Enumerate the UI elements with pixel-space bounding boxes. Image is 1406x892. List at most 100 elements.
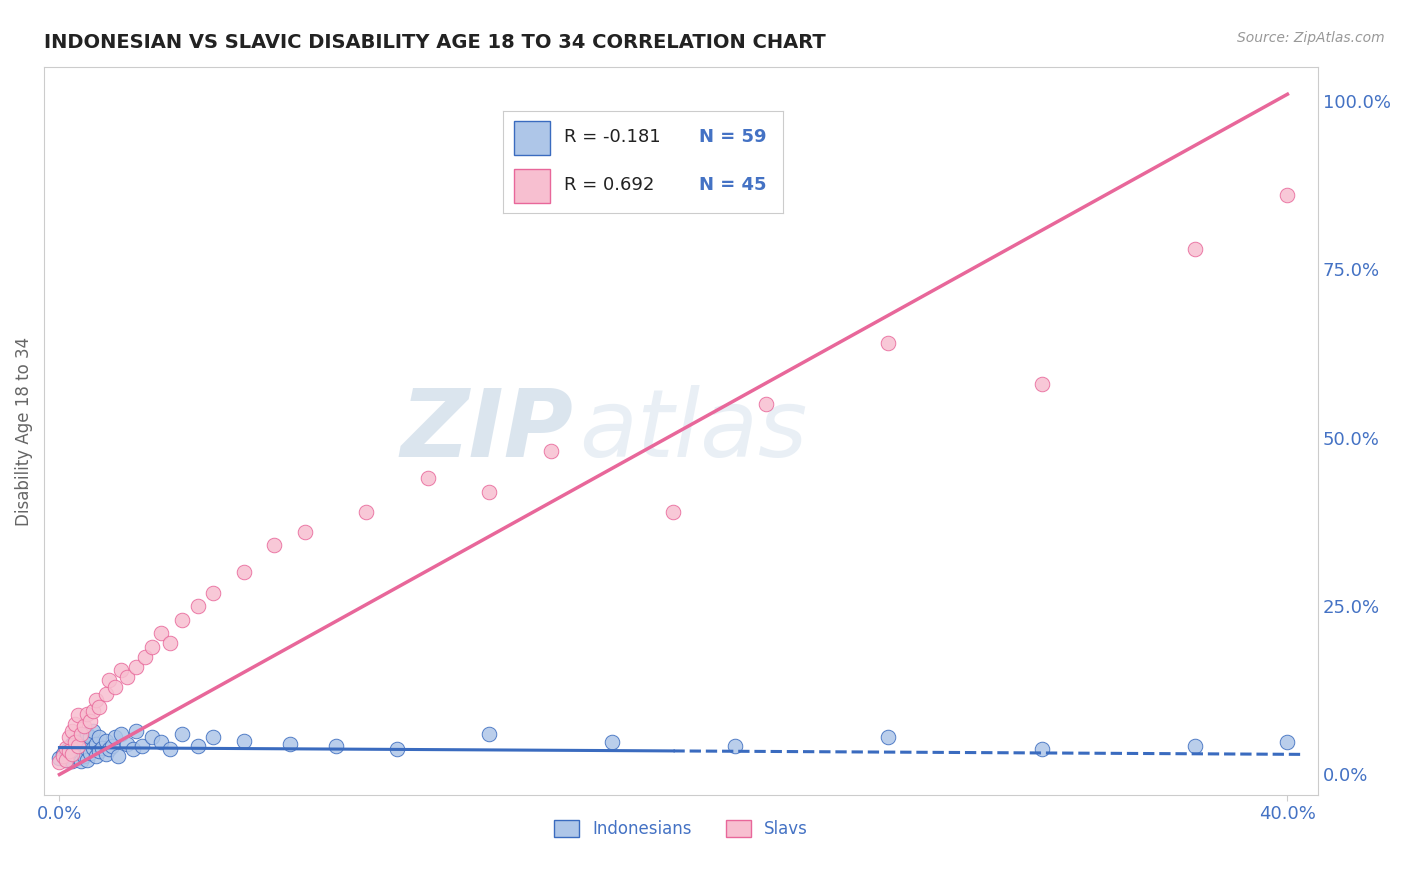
Point — [1031, 376, 1053, 391]
Point — [125, 723, 148, 738]
Point — [63, 746, 86, 760]
Point — [60, 754, 83, 768]
Point — [122, 742, 145, 756]
Point — [107, 748, 129, 763]
Point — [187, 739, 209, 754]
Point — [58, 744, 80, 758]
Point — [172, 613, 194, 627]
Text: INDONESIAN VS SLAVIC DISABILITY AGE 18 TO 34 CORRELATION CHART: INDONESIAN VS SLAVIC DISABILITY AGE 18 T… — [44, 33, 825, 52]
Point — [115, 737, 138, 751]
Point — [478, 484, 501, 499]
Point — [55, 740, 77, 755]
Point — [66, 750, 89, 764]
Point — [70, 731, 93, 745]
Point — [60, 737, 83, 751]
Point — [89, 744, 111, 758]
Point — [100, 739, 122, 754]
Point — [110, 663, 132, 677]
Point — [134, 649, 156, 664]
Point — [1277, 735, 1299, 749]
Point — [104, 680, 127, 694]
Point — [662, 505, 685, 519]
Point — [97, 742, 120, 756]
Point — [131, 739, 153, 754]
Point — [63, 734, 86, 748]
Point — [201, 731, 224, 745]
Point — [89, 700, 111, 714]
Point — [79, 746, 101, 760]
Point — [478, 727, 501, 741]
Point — [1184, 739, 1206, 754]
Point — [159, 636, 181, 650]
Point — [70, 727, 93, 741]
Point — [63, 742, 86, 756]
Point — [73, 748, 96, 763]
Point — [385, 742, 408, 756]
Point — [66, 739, 89, 754]
Y-axis label: Disability Age 18 to 34: Disability Age 18 to 34 — [15, 336, 32, 525]
Point — [58, 740, 80, 755]
Point — [70, 747, 93, 762]
Point — [51, 747, 73, 762]
Point — [82, 704, 104, 718]
Point — [356, 505, 378, 519]
Point — [76, 706, 98, 721]
Point — [58, 748, 80, 763]
Point — [97, 673, 120, 688]
Point — [115, 670, 138, 684]
Point — [63, 735, 86, 749]
Point — [89, 731, 111, 745]
Point — [540, 444, 562, 458]
Point — [149, 626, 172, 640]
Point — [94, 747, 117, 762]
Point — [82, 740, 104, 755]
Point — [201, 585, 224, 599]
Point — [55, 744, 77, 758]
Point — [55, 753, 77, 767]
Point — [1277, 188, 1299, 202]
Point — [278, 737, 301, 751]
Point — [63, 717, 86, 731]
Point — [73, 744, 96, 758]
Point — [84, 737, 107, 751]
Point — [877, 731, 900, 745]
Point — [104, 731, 127, 745]
Point — [70, 754, 93, 768]
Point — [877, 336, 900, 351]
Point — [76, 727, 98, 741]
Legend: Indonesians, Slavs: Indonesians, Slavs — [548, 814, 814, 845]
Point — [416, 471, 439, 485]
Point — [232, 566, 254, 580]
Point — [724, 739, 747, 754]
Point — [149, 735, 172, 749]
Point — [1031, 742, 1053, 756]
Point — [172, 727, 194, 741]
Point — [84, 693, 107, 707]
Point — [754, 397, 776, 411]
Point — [325, 739, 347, 754]
Point — [73, 719, 96, 733]
Point — [159, 742, 181, 756]
Point — [60, 723, 83, 738]
Point — [82, 723, 104, 738]
Point — [141, 640, 163, 654]
Point — [73, 735, 96, 749]
Point — [79, 731, 101, 745]
Point — [94, 734, 117, 748]
Point — [48, 750, 70, 764]
Point — [232, 734, 254, 748]
Point — [48, 756, 70, 770]
Point — [110, 727, 132, 741]
Point — [76, 753, 98, 767]
Point — [79, 714, 101, 728]
Point — [84, 748, 107, 763]
Text: ZIP: ZIP — [399, 385, 572, 477]
Point — [58, 731, 80, 745]
Point — [91, 740, 114, 755]
Text: Source: ZipAtlas.com: Source: ZipAtlas.com — [1237, 31, 1385, 45]
Point — [66, 708, 89, 723]
Point — [60, 747, 83, 762]
Point — [76, 742, 98, 756]
Point — [141, 731, 163, 745]
Point — [294, 524, 316, 539]
